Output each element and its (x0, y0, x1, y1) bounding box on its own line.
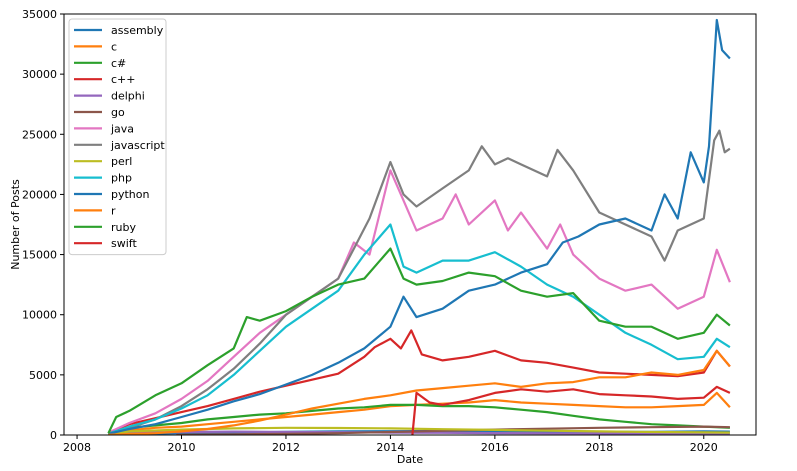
series-line-python-10 (108, 18, 731, 435)
legend-label: perl (111, 155, 132, 168)
legend-label: java (110, 122, 134, 135)
series-line-java-6 (107, 169, 731, 434)
legend-label: python (111, 188, 150, 201)
series-line-php-9 (108, 223, 731, 435)
x-axis: 2008 2010 2012 2014 2016 2018 2020 (63, 435, 718, 454)
legend-label: php (111, 172, 132, 185)
legend-label: c (111, 40, 117, 53)
x-axis-label: Date (397, 453, 424, 466)
series-line-delphi-4 (108, 430, 730, 435)
y-tick-label: 10000 (22, 309, 57, 322)
x-tick-label: 2010 (168, 441, 196, 454)
y-tick-label: 15000 (22, 249, 57, 262)
plot-area (107, 18, 731, 435)
x-tick-label: 2008 (63, 441, 91, 454)
series-line-r-11 (108, 349, 731, 435)
legend-label: c++ (111, 73, 135, 86)
legend-label: ruby (111, 221, 136, 234)
legend-label: r (111, 204, 116, 217)
legend-label: delphi (111, 90, 145, 103)
y-tick-label: 35000 (22, 8, 57, 21)
y-tick-label: 20000 (22, 188, 57, 201)
y-tick-label: 5000 (29, 369, 57, 382)
legend: assembly c c# c++ delphi go java javascript perl… (68, 18, 167, 256)
y-axis-label: Number of Posts (9, 179, 22, 270)
series-line-ruby-12 (107, 247, 731, 434)
legend-label: swift (111, 237, 137, 250)
y-axis: 0 5000 10000 15000 20000 25000 30000 35000 (22, 8, 64, 442)
series-line-c-1 (108, 391, 731, 435)
series-line-swift-13 (411, 385, 731, 435)
plot-frame (63, 13, 757, 436)
series-line-c-3 (107, 329, 731, 434)
series-line-perl-8 (108, 426, 730, 435)
y-tick-label: 30000 (22, 68, 57, 81)
x-tick-label: 2018 (585, 441, 613, 454)
series-line-go-5 (176, 425, 730, 435)
series-line-c-2 (108, 403, 730, 435)
legend-label: go (111, 106, 125, 119)
x-tick-label: 2012 (272, 441, 300, 454)
legend-label: c# (111, 57, 126, 70)
x-tick-label: 2014 (376, 441, 404, 454)
legend-label: javascript (110, 139, 165, 152)
y-tick-label: 0 (50, 429, 57, 442)
legend-label: assembly (111, 24, 164, 37)
series-line-javascript-7 (108, 129, 731, 435)
y-tick-label: 25000 (22, 128, 57, 141)
legend-box (68, 18, 167, 256)
x-tick-label: 2016 (481, 441, 509, 454)
x-tick-label: 2020 (690, 441, 718, 454)
